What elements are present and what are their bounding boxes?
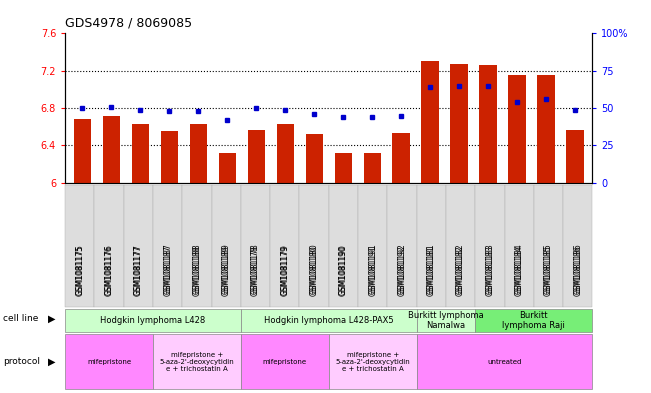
Text: GSM1081180: GSM1081180 xyxy=(310,246,318,296)
Text: untreated: untreated xyxy=(488,358,521,365)
Text: mifepristone: mifepristone xyxy=(87,358,131,365)
Bar xyxy=(161,131,178,183)
Text: GSM1081177: GSM1081177 xyxy=(134,244,143,294)
Text: GSM1081179: GSM1081179 xyxy=(281,246,289,296)
Text: GSM1081186: GSM1081186 xyxy=(574,246,582,296)
Bar xyxy=(189,124,207,183)
Bar xyxy=(277,124,294,183)
Text: GSM1081184: GSM1081184 xyxy=(515,244,523,294)
Text: GSM1081190: GSM1081190 xyxy=(339,246,348,296)
Text: GSM1081178: GSM1081178 xyxy=(251,246,260,296)
Text: GSM1081191: GSM1081191 xyxy=(368,246,377,296)
Bar xyxy=(508,75,526,183)
Bar xyxy=(479,65,497,183)
Text: GSM1081187: GSM1081187 xyxy=(163,246,172,296)
Text: GSM1081179: GSM1081179 xyxy=(281,244,289,294)
Bar xyxy=(103,116,120,183)
Text: GSM1081181: GSM1081181 xyxy=(427,246,436,296)
Bar xyxy=(74,119,91,183)
Text: GSM1081188: GSM1081188 xyxy=(193,244,201,294)
Text: GSM1081182: GSM1081182 xyxy=(456,246,465,296)
Bar xyxy=(537,75,555,183)
Text: cell line: cell line xyxy=(3,314,38,323)
Text: mifepristone +
5-aza-2'-deoxycytidin
e + trichostatin A: mifepristone + 5-aza-2'-deoxycytidin e +… xyxy=(335,352,410,371)
Bar xyxy=(219,153,236,183)
Text: GSM1081185: GSM1081185 xyxy=(544,244,553,294)
Text: GSM1081175: GSM1081175 xyxy=(76,244,84,294)
Bar xyxy=(566,130,584,183)
Text: ▶: ▶ xyxy=(48,313,55,323)
Text: GSM1081186: GSM1081186 xyxy=(574,244,582,294)
Text: GSM1081183: GSM1081183 xyxy=(486,244,494,294)
Text: Hodgkin lymphoma L428: Hodgkin lymphoma L428 xyxy=(100,316,206,325)
Text: GSM1081176: GSM1081176 xyxy=(105,246,113,296)
Text: GSM1081181: GSM1081181 xyxy=(427,244,436,294)
Text: GSM1081176: GSM1081176 xyxy=(105,244,113,294)
Text: GSM1081177: GSM1081177 xyxy=(134,246,143,296)
Text: GSM1081178: GSM1081178 xyxy=(251,244,260,294)
Bar xyxy=(393,133,410,183)
Text: mifepristone: mifepristone xyxy=(263,358,307,365)
Text: GSM1081190: GSM1081190 xyxy=(339,244,348,294)
Text: GSM1081180: GSM1081180 xyxy=(310,244,318,294)
Bar xyxy=(247,130,265,183)
Bar xyxy=(305,134,323,183)
Bar xyxy=(335,153,352,183)
Text: GSM1081184: GSM1081184 xyxy=(515,246,523,296)
Text: GSM1081189: GSM1081189 xyxy=(222,246,230,296)
Text: GSM1081187: GSM1081187 xyxy=(163,244,172,294)
Text: Burkitt
lymphoma Raji: Burkitt lymphoma Raji xyxy=(503,310,565,330)
Text: protocol: protocol xyxy=(3,357,40,366)
Bar xyxy=(363,153,381,183)
Text: Burkitt lymphoma
Namalwa: Burkitt lymphoma Namalwa xyxy=(408,310,484,330)
Text: ▶: ▶ xyxy=(48,356,55,367)
Text: Hodgkin lymphoma L428-PAX5: Hodgkin lymphoma L428-PAX5 xyxy=(264,316,394,325)
Text: GSM1081189: GSM1081189 xyxy=(222,244,230,294)
Text: GSM1081192: GSM1081192 xyxy=(398,246,406,296)
Text: GSM1081192: GSM1081192 xyxy=(398,244,406,294)
Text: mifepristone +
5-aza-2'-deoxycytidin
e + trichostatin A: mifepristone + 5-aza-2'-deoxycytidin e +… xyxy=(159,352,234,371)
Text: GSM1081183: GSM1081183 xyxy=(486,246,494,296)
Text: GSM1081175: GSM1081175 xyxy=(76,246,84,296)
Text: GSM1081188: GSM1081188 xyxy=(193,246,201,296)
Text: GSM1081191: GSM1081191 xyxy=(368,244,377,294)
Bar xyxy=(450,64,468,183)
Bar xyxy=(132,124,149,183)
Text: GSM1081182: GSM1081182 xyxy=(456,244,465,294)
Text: GSM1081185: GSM1081185 xyxy=(544,246,553,296)
Bar xyxy=(421,61,439,183)
Text: GDS4978 / 8069085: GDS4978 / 8069085 xyxy=(65,17,192,29)
